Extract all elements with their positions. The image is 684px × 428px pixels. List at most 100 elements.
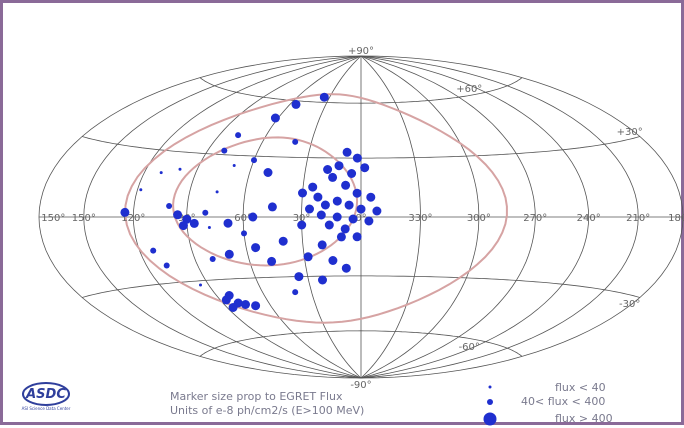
source-marker [178, 167, 182, 171]
source-marker [334, 161, 344, 171]
source-markers [120, 92, 382, 312]
flux-legend: flux < 40 40< flux < 400 flux > 400 [483, 381, 613, 426]
source-marker [352, 188, 362, 198]
exposure-contours [124, 93, 508, 324]
source-marker [232, 164, 236, 167]
source-marker [223, 218, 233, 228]
source-marker [251, 243, 261, 253]
source-marker [372, 206, 382, 216]
source-marker [352, 232, 362, 242]
longitude-label: 30° [293, 213, 311, 224]
source-marker [207, 226, 211, 229]
source-marker [344, 200, 354, 210]
source-marker [267, 256, 277, 266]
source-marker [336, 232, 346, 242]
asdc-logo-ring [22, 382, 70, 406]
asdc-logo-subtitle: ASI Science Data Center [22, 406, 71, 411]
source-marker [292, 138, 299, 145]
longitude-label: 120° [121, 213, 145, 224]
longitude-label: 240° [577, 213, 601, 224]
source-marker [263, 168, 273, 177]
asdc-logo-text: ASDC [25, 387, 66, 402]
latitude-label: +60° [456, 84, 482, 95]
source-marker [298, 188, 307, 198]
source-marker [328, 256, 338, 265]
source-marker [340, 224, 350, 234]
source-marker [178, 221, 188, 231]
source-marker [303, 252, 313, 262]
source-marker [235, 132, 242, 139]
longitude-label: 210° [626, 213, 650, 224]
caption-line-2: Units of e-8 ph/cm2/s (E>100 MeV) [170, 404, 364, 417]
source-marker [366, 192, 376, 202]
source-marker [173, 210, 183, 220]
source-marker [228, 303, 238, 312]
source-marker [278, 236, 288, 246]
longitude-label: 300° [467, 213, 491, 224]
legend-marker-large [483, 412, 497, 426]
source-marker [341, 180, 351, 190]
source-marker [313, 192, 323, 202]
caption-line-1: Marker size prop to EGRET Flux [170, 390, 343, 403]
source-marker [294, 272, 304, 282]
source-marker [324, 220, 334, 230]
source-marker [251, 301, 261, 311]
parallel-line [199, 330, 523, 357]
source-marker [292, 289, 299, 296]
source-marker [305, 204, 314, 214]
source-marker [221, 295, 231, 305]
source-marker [120, 207, 130, 217]
source-marker [318, 275, 327, 285]
source-marker [348, 214, 358, 224]
longitude-label: 150° [72, 213, 96, 224]
source-marker [224, 249, 234, 259]
longitude-label: 0° [355, 213, 366, 224]
source-marker [241, 300, 250, 309]
source-marker [267, 202, 277, 212]
source-marker [308, 182, 318, 192]
legend-marker-medium [487, 399, 493, 405]
source-marker [320, 200, 330, 210]
longitude-label: 330° [408, 213, 432, 224]
source-marker [342, 147, 352, 157]
grid-labels: 150°150°120°90°60°30°0°330°300°270°240°2… [41, 46, 684, 391]
source-marker [241, 230, 247, 237]
latitude-label: +90° [348, 46, 374, 57]
source-marker [291, 99, 301, 109]
source-marker [270, 113, 280, 123]
source-marker [139, 188, 143, 192]
exposure-contour [172, 136, 359, 267]
source-marker [352, 153, 362, 163]
exposure-contour [124, 93, 508, 324]
legend-label-medium: 40< flux < 400 [521, 395, 605, 408]
longitude-label: 180° [668, 213, 684, 224]
source-marker [364, 216, 374, 226]
source-marker [221, 147, 228, 154]
source-marker [332, 212, 342, 222]
longitude-label: 60° [234, 213, 252, 224]
source-marker [199, 283, 202, 287]
source-marker [215, 190, 219, 194]
source-marker [189, 218, 199, 228]
source-marker [297, 220, 307, 230]
source-marker [347, 169, 357, 178]
sky-map: 150°150°120°90°60°30°0°330°300°270°240°2… [22, 46, 684, 426]
parallel-line [81, 275, 641, 298]
latitude-label: -60° [459, 342, 480, 353]
latitude-label: -90° [350, 380, 371, 391]
latitude-label: -30° [619, 299, 640, 310]
source-marker [316, 210, 326, 220]
parallel-line [199, 77, 523, 104]
source-marker [159, 171, 163, 175]
source-marker [317, 240, 327, 250]
asdc-logo: ASDC ASI Science Data Center [22, 382, 71, 411]
source-marker [323, 165, 333, 174]
source-marker [163, 262, 170, 269]
legend-label-small: flux < 40 [555, 381, 606, 394]
longitude-label: 150° [41, 213, 65, 224]
source-marker [248, 212, 258, 222]
source-marker [251, 157, 257, 164]
source-marker [341, 263, 351, 273]
source-marker [328, 172, 338, 182]
